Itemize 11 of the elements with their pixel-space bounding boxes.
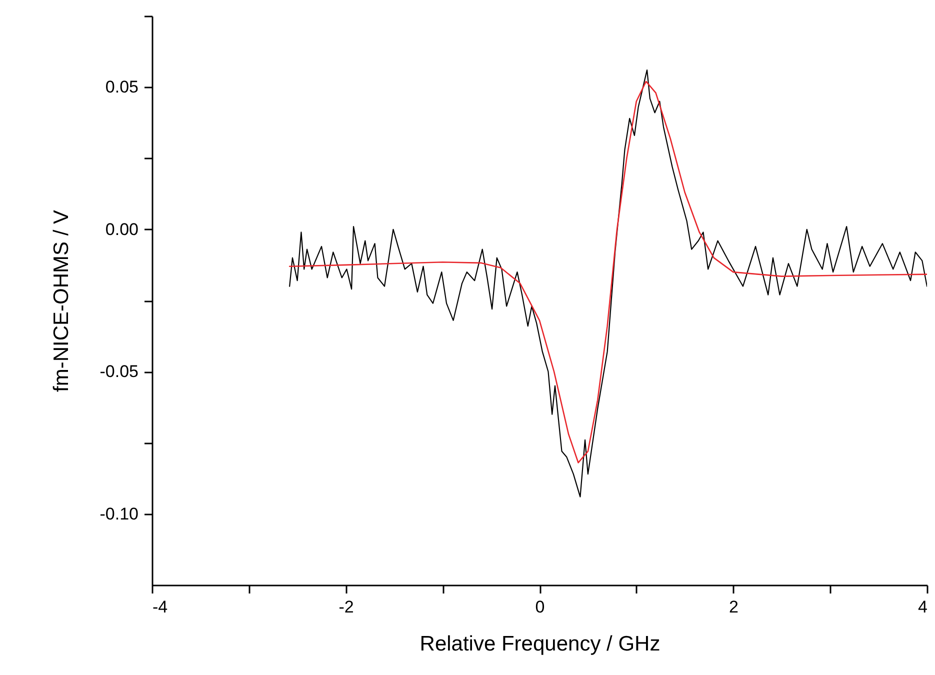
- x-axis-title: Relative Frequency / GHz: [420, 632, 660, 656]
- y-axis-title: fm-NICE-OHMS / V: [50, 210, 73, 392]
- y-tick-label: 0.00: [105, 220, 138, 239]
- y-tick-label: 0.05: [105, 78, 138, 97]
- x-tick-label: -2: [338, 598, 354, 616]
- x-tick-label: 2: [729, 598, 738, 616]
- y-tick-label: -0.10: [100, 504, 138, 524]
- x-tick-label: 4: [918, 598, 928, 616]
- y-tick-label: -0.05: [100, 362, 138, 382]
- x-tick-label: -4: [152, 598, 168, 616]
- x-tick-label: 0: [535, 598, 545, 616]
